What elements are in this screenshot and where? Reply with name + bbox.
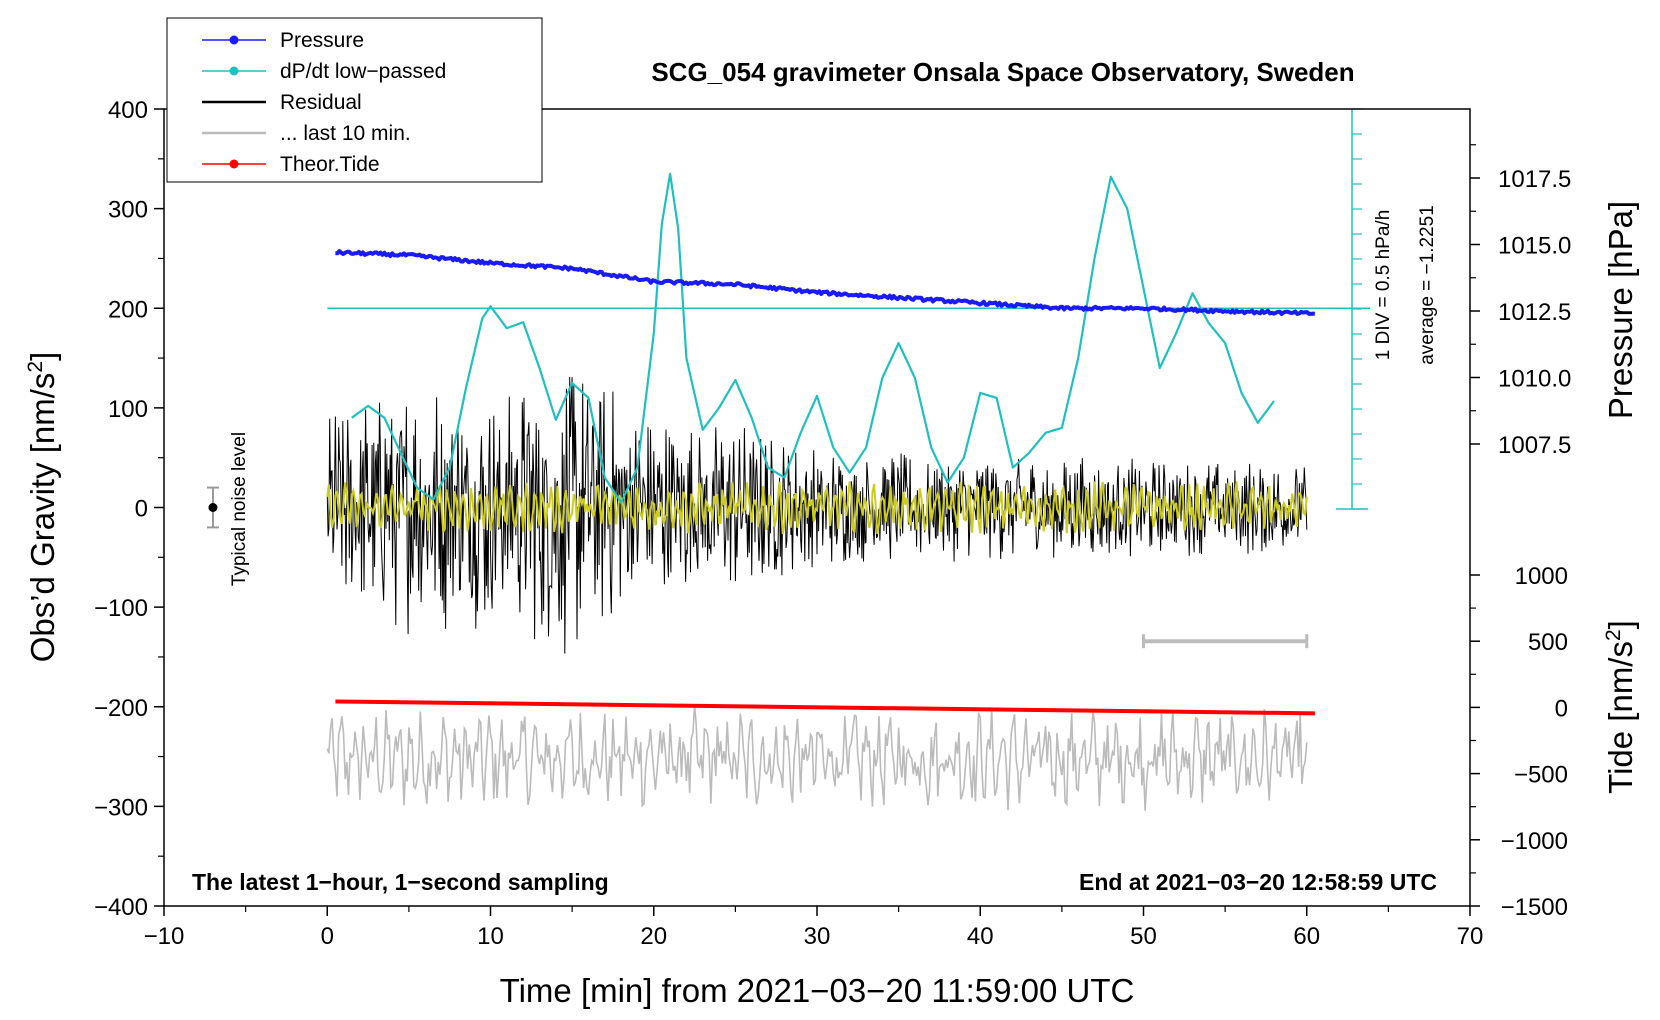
- footer-left: The latest 1−hour, 1−second sampling: [192, 869, 609, 895]
- pressure-tick-label: 1010.0: [1498, 366, 1571, 393]
- series-pressure-line: [335, 249, 1316, 316]
- x-tick-label: 70: [1457, 923, 1484, 950]
- y-axis-pressure-label: Pressure [hPa]: [1602, 201, 1639, 419]
- x-tick-label: 10: [477, 923, 504, 950]
- average-label: average = −1.2251: [1417, 205, 1438, 365]
- pressure-tick-label: 1012.5: [1498, 299, 1571, 326]
- x-tick-label: 40: [967, 923, 994, 950]
- legend-marker: [229, 35, 239, 45]
- x-tick-label: 0: [321, 923, 334, 950]
- legend-label: Theor.Tide: [280, 153, 380, 176]
- y-axis-tide-label-sup: 2: [1602, 629, 1625, 641]
- y-tick-label: −200: [94, 695, 148, 722]
- y-tick-label: −100: [94, 595, 148, 622]
- y-axis-left-label-close: ]: [24, 352, 61, 361]
- y-axis-left-label: Obs’d Gravity [nm/s2]: [24, 352, 61, 663]
- div-scale-label: 1 DIV = 0.5 hPa/h: [1373, 210, 1394, 361]
- series-tide-line: [335, 699, 1315, 716]
- series-layer: [206, 108, 1370, 811]
- y-axis-left-label-main: Obs’d Gravity [nm/s: [24, 373, 61, 663]
- tide-tick-label: −500: [1514, 762, 1568, 789]
- y-axis-pressure: 1017.5 1015.0 1012.5 1010.0 1007.5: [1470, 144, 1571, 459]
- series-dpdt-line: [351, 172, 1275, 504]
- tide-tick-label: −1000: [1501, 828, 1568, 855]
- noise-label: Typical noise level: [229, 432, 250, 586]
- y-tick-label: −300: [94, 794, 148, 821]
- y-axis-tide-label-main: Tide [nm/s: [1602, 641, 1639, 794]
- y-tick-label: 100: [108, 396, 148, 423]
- series-last10-line: [326, 705, 1308, 811]
- y-axis-tide-label-close: ]: [1602, 620, 1639, 629]
- tide-tick-label: 500: [1528, 629, 1568, 656]
- legend-box: [166, 17, 543, 183]
- series-residual-filtered-line: [326, 481, 1308, 535]
- y-tick-label: 0: [135, 496, 148, 523]
- x-axis: −10 0 10 20 30 40 50 60 70: [144, 906, 1484, 950]
- pressure-tick-label: 1015.0: [1498, 233, 1571, 260]
- y-axis-tide: 1000 500 0 −500 −1000 −1500: [1470, 563, 1568, 921]
- tide-tick-label: −1500: [1501, 894, 1568, 921]
- legend-marker: [229, 66, 239, 76]
- legend-label: ... last 10 min.: [280, 122, 411, 145]
- y-tick-label: 300: [108, 197, 148, 224]
- x-tick-label: 30: [804, 923, 831, 950]
- x-tick-label: 20: [640, 923, 667, 950]
- y-axis-left-label-sup: 2: [24, 361, 47, 373]
- legend-label: Pressure: [280, 29, 364, 52]
- footer-right: End at 2021−03−20 12:58:59 UTC: [1079, 869, 1437, 895]
- legend-label: dP/dt low−passed: [280, 60, 446, 83]
- legend-label: Residual: [280, 91, 362, 114]
- y-tick-label: 400: [108, 97, 148, 124]
- y-tick-label: 200: [108, 296, 148, 323]
- pressure-tick-label: 1007.5: [1498, 432, 1571, 459]
- pressure-tick-label: 1017.5: [1498, 166, 1571, 193]
- y-axis-gravity: 400 300 200 100 0 −100 −200 −300 −400: [94, 97, 164, 921]
- x-axis-label: Time [min] from 2021−03−20 11:59:00 UTC: [500, 972, 1135, 1009]
- x-tick-label: 50: [1130, 923, 1157, 950]
- legend: Pressure dP/dt low−passed Residual ... last…: [166, 17, 543, 183]
- chart-title: SCG_054 gravimeter Onsala Space Observat…: [651, 57, 1354, 87]
- series-residual-line: [326, 376, 1308, 654]
- noise-bar-point: [208, 503, 218, 512]
- tide-tick-label: 1000: [1515, 563, 1568, 590]
- x-tick-label: 60: [1293, 923, 1320, 950]
- x-tick-label: −10: [144, 923, 185, 950]
- tide-tick-label: 0: [1555, 695, 1568, 722]
- legend-marker: [229, 159, 239, 169]
- y-tick-label: −400: [94, 894, 148, 921]
- y-axis-tide-label: Tide [nm/s2]: [1602, 620, 1639, 794]
